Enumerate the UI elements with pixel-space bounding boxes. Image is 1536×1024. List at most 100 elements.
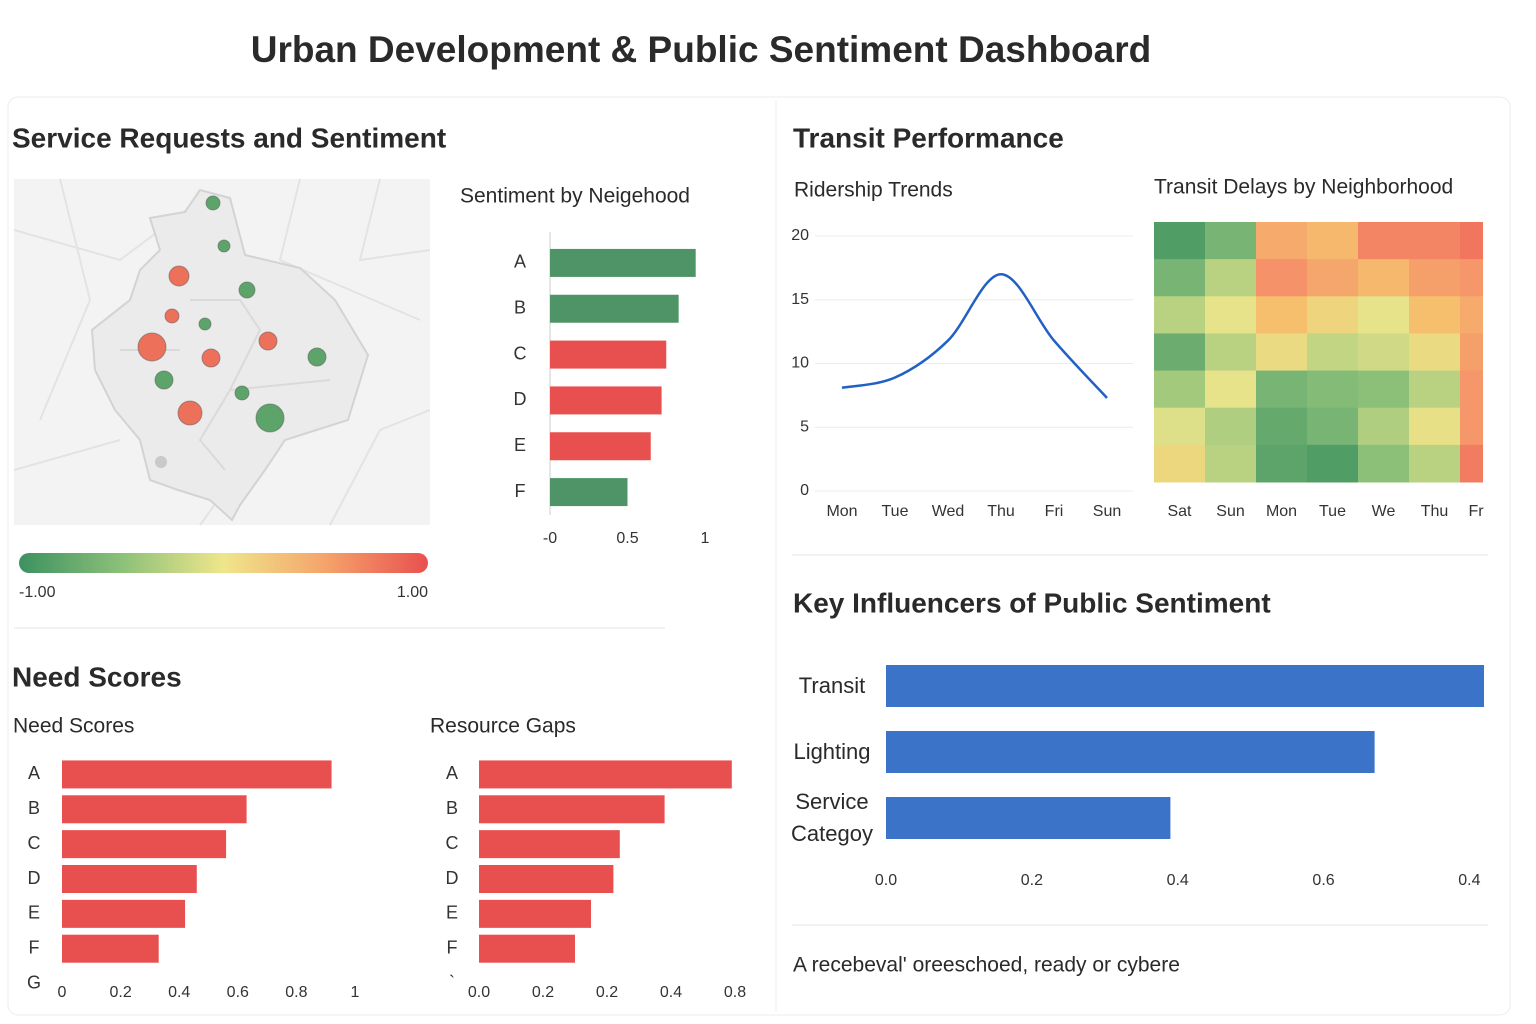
x-tick-label: Tue [1319, 503, 1346, 520]
x-tick-label: -0 [543, 530, 557, 547]
heatmap-cell [1460, 370, 1483, 409]
x-tick-label: 0.6 [1312, 872, 1334, 889]
heatmap-cell [1358, 333, 1409, 372]
heatmap-cell [1154, 296, 1205, 334]
y-tick-label: 10 [791, 355, 809, 372]
heatmap-cell [1256, 222, 1307, 260]
sentiment-bubble [217, 239, 231, 253]
heatmap-cell [1307, 259, 1358, 297]
x-tick-label: 0.5 [616, 530, 638, 547]
bar [62, 899, 186, 928]
ridership-line [841, 272, 1108, 399]
x-tick-label: 0.2 [109, 984, 131, 1001]
x-tick-label: Sat [1167, 503, 1192, 520]
heatmap-cell [1358, 259, 1409, 297]
x-tick-label: Thu [987, 503, 1015, 520]
heatmap-cell [1256, 296, 1307, 334]
heatmap-cell [1358, 296, 1409, 334]
sentiment-bubble [164, 308, 180, 324]
category-label: A [514, 252, 526, 272]
category-label: Service Categoy [791, 789, 873, 846]
map-marker [155, 456, 167, 468]
heatmap-cell [1205, 370, 1256, 409]
section-heading: Transit Performance [793, 122, 1064, 153]
y-tick-label: 0 [800, 482, 809, 499]
category-label: Lighting [793, 739, 871, 764]
colorbar [19, 553, 428, 573]
x-tick-label: 0.0 [875, 872, 897, 889]
x-tick-label: 0.2 [596, 984, 618, 1001]
section-heading: Key Influencers of Public Sentiment [793, 587, 1271, 618]
bar [62, 795, 247, 824]
sentiment-bubble [168, 265, 190, 287]
heatmap-cell [1358, 407, 1409, 446]
heatmap-cell [1409, 444, 1460, 483]
category-label: A [28, 763, 40, 783]
category-label: E [514, 435, 526, 455]
heatmap-cell [1307, 296, 1358, 334]
heatmap-cell [1307, 407, 1358, 446]
x-tick-label: 0.4 [1167, 872, 1189, 889]
heatmap-cell [1154, 444, 1205, 483]
x-tick-label: 0.2 [532, 984, 554, 1001]
chart-title: Sentiment by Neigehood [460, 185, 690, 208]
x-tick-label: 0.4 [660, 984, 682, 1001]
heatmap-cell [1205, 222, 1256, 260]
sentiment-bubble [307, 347, 327, 367]
dashboard-title: Urban Development & Public Sentiment Das… [251, 29, 1151, 70]
heatmap-cell [1409, 370, 1460, 409]
heatmap-cell [1409, 407, 1460, 446]
sentiment-bubble [238, 281, 256, 299]
heatmap-cell [1460, 259, 1483, 297]
x-tick-label: Mon [1266, 503, 1297, 520]
x-tick-label: 0.0 [468, 984, 490, 1001]
x-tick-label: 1 [351, 984, 360, 1001]
heatmap-cell [1205, 407, 1256, 446]
bar [550, 432, 651, 461]
heatmap-cell [1154, 333, 1205, 372]
heatmap-cell [1460, 333, 1483, 372]
footer-note: A recebeval' oreeschoed, ready or cybere [793, 954, 1180, 977]
x-tick-label: 0.4 [168, 984, 190, 1001]
bar [62, 830, 227, 859]
x-tick-label: Sun [1216, 503, 1244, 520]
heatmap-cell [1256, 370, 1307, 409]
heatmap-cell [1256, 259, 1307, 297]
bar [550, 340, 667, 369]
heatmap-cell [1256, 407, 1307, 446]
heatmap-cell [1256, 444, 1307, 483]
bar [550, 248, 696, 277]
chart-title: Transit Delays by Neighborhood [1154, 176, 1453, 199]
heatmap-cell [1460, 222, 1483, 260]
category-label: ` [449, 972, 455, 992]
category-label: B [514, 298, 526, 318]
x-tick-label: Thu [1421, 503, 1449, 520]
heatmap-cell [1358, 370, 1409, 409]
bar [62, 865, 197, 893]
x-tick-label: 0 [58, 984, 67, 1001]
category-label: B [446, 798, 458, 818]
heatmap-cell [1460, 407, 1483, 446]
category-label: B [28, 798, 40, 818]
section-heading: Service Requests and Sentiment [12, 122, 446, 153]
category-label: C [446, 833, 459, 853]
x-tick-label: Wed [932, 503, 965, 520]
heatmap-cell [1409, 296, 1460, 334]
category-label: D [514, 389, 527, 409]
sentiment-bubble [258, 331, 278, 351]
sentiment-bubble [205, 195, 221, 211]
heatmap-cell [1307, 444, 1358, 483]
chart-title: Need Scores [13, 715, 134, 738]
sentiment-bubble [201, 348, 221, 368]
x-tick-label: Tue [882, 503, 909, 520]
x-tick-label: 0.6 [227, 984, 249, 1001]
bar [550, 294, 679, 323]
category-label: D [28, 868, 41, 888]
category-label: F [515, 481, 526, 501]
category-label: C [28, 833, 41, 853]
heatmap-cell [1256, 333, 1307, 372]
category-label: E [446, 903, 458, 923]
bar [886, 665, 1484, 707]
category-label: Transit [798, 673, 866, 698]
